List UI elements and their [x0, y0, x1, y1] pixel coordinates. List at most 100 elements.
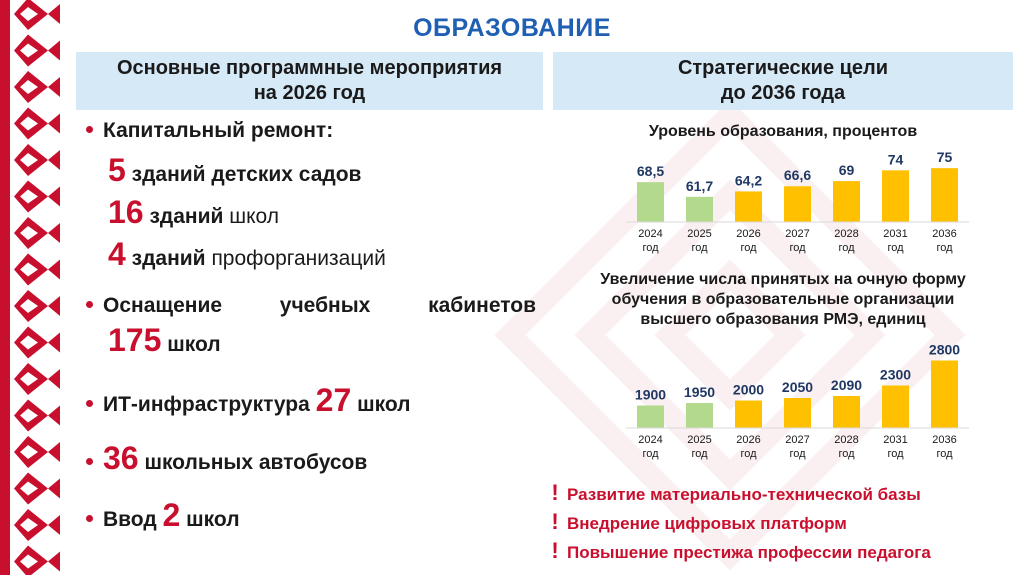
ornament-diamond [14, 180, 48, 213]
ornament-diamond [14, 0, 48, 30]
tick-suffix-2036: год [936, 242, 953, 254]
bar-2027 [784, 186, 811, 222]
bullet-it: ИТ-инфраструктура 27 школ [86, 382, 410, 419]
repair-colleges-text: профорганизаций [211, 247, 386, 270]
exclamation-icon: ! [551, 509, 559, 534]
bullet-dot [86, 125, 93, 133]
equipment-word2: учебных [279, 294, 371, 317]
ornament-diamond [14, 71, 48, 103]
data-label-2027: 66,6 [784, 167, 811, 183]
bar-2036 [931, 360, 958, 428]
tick-label-2036: 2036 [932, 434, 956, 446]
data-label-2028: 2090 [831, 377, 862, 393]
repair-colleges-number: 4 [108, 236, 126, 272]
ornament-hook [48, 4, 60, 24]
tick-label-2026: 2026 [736, 228, 760, 240]
goal-text: Повышение престижа профессии педагога [567, 543, 931, 562]
ornament-hook [48, 40, 60, 61]
ornament-diamond [14, 509, 48, 541]
equipment-number: 175 [108, 322, 162, 358]
intro-label: Ввод [103, 508, 157, 531]
data-label-2024: 68,5 [637, 163, 664, 179]
chart2-title-line2: обучения в образовательные организации [611, 291, 955, 308]
chart-education-level: 68,5 2024 год 61,7 2025 год 64,2 2026 год 66,6 202… [626, 149, 969, 254]
it-label: ИТ-инфраструктура [103, 393, 310, 416]
equipment-count: 175 школ [108, 322, 221, 359]
chart1-title: Уровень образования, процентов [648, 123, 918, 140]
repair-kindergartens: 5 зданий детских садов [108, 152, 361, 189]
ornament-border [0, 0, 66, 575]
ornament-diamond [14, 217, 48, 249]
bullet-dot [86, 399, 93, 407]
tick-label-2024: 2024 [638, 434, 662, 446]
tick-label-2031: 2031 [883, 228, 907, 240]
tick-label-2025: 2025 [687, 228, 711, 240]
intro-unit: школ [186, 508, 240, 531]
bullet-dot [86, 514, 93, 522]
data-label-2036: 2800 [929, 342, 960, 358]
data-label-2025: 1950 [684, 384, 715, 400]
bar-2028 [833, 396, 860, 428]
background-ornament [494, 99, 966, 571]
goal-text: Внедрение цифровых платформ [567, 514, 847, 533]
ornament-hook [48, 442, 60, 462]
left-header-line2: на 2026 год [253, 82, 366, 104]
tick-suffix-2031: год [887, 242, 904, 254]
ornament-diamond [14, 290, 48, 322]
page-title: ОБРАЗОВАНИЕ [413, 14, 611, 42]
ornament-hook [48, 223, 60, 243]
bar-2025 [686, 403, 713, 428]
ornament-hook [48, 515, 60, 535]
bullet-intro: Ввод 2 школ [86, 497, 240, 534]
tick-suffix-2036: год [936, 448, 953, 460]
intro-number: 2 [162, 497, 181, 533]
exclamation-icon: ! [551, 480, 559, 505]
data-label-2031: 2300 [880, 367, 911, 383]
tick-label-2027: 2027 [785, 434, 809, 446]
tick-suffix-2026: год [740, 448, 757, 460]
bar-2026 [735, 191, 762, 222]
ornament-diamond [14, 545, 48, 575]
bar-2024 [637, 182, 664, 222]
bullet-capital-repair: Капитальный ремонт: [86, 119, 333, 143]
tick-suffix-2031: год [887, 448, 904, 460]
tick-suffix-2028: год [838, 448, 855, 460]
ornament-diamond [14, 436, 48, 468]
goal-item: ! Внедрение цифровых платформ [547, 509, 847, 535]
ornament-diamond [14, 144, 48, 176]
bar-2031 [882, 170, 909, 222]
bar-2025 [686, 196, 713, 222]
ornament-diamond [14, 253, 48, 286]
it-number: 27 [315, 382, 352, 418]
tick-suffix-2026: год [740, 242, 757, 254]
repair-kindergartens-number: 5 [108, 152, 126, 188]
ornament-diamond [14, 326, 48, 359]
tick-label-2028: 2028 [834, 228, 858, 240]
repair-schools-text: школ [229, 205, 279, 228]
left-section-header: Основные программные мероприятия на 2026… [76, 52, 543, 110]
goal-item: ! Развитие материально-технической базы [547, 480, 920, 506]
equipment-unit: школ [167, 333, 221, 356]
ornament-hook [48, 405, 60, 426]
tick-suffix-2025: год [691, 242, 708, 254]
bar-2036 [931, 168, 958, 222]
ornament-hook [48, 478, 60, 499]
right-header-line1: Стратегические цели [677, 57, 889, 79]
goal-item: ! Повышение престижа профессии педагога [547, 538, 931, 564]
chart2-title: Увеличение числа принятых на очную форму… [553, 270, 1013, 330]
ornament-hook [48, 551, 60, 572]
tick-label-2025: 2025 [687, 434, 711, 446]
bullet-equipment: Оснащение учебных кабинетов [86, 294, 536, 318]
chart2-title-line3: высшего образования РМЭ, единиц [640, 311, 926, 328]
ornament-hook [48, 296, 60, 316]
ornament-diamond [14, 399, 48, 432]
repair-colleges: 4 зданий профорганизаций [108, 236, 386, 273]
tick-suffix-2024: год [642, 448, 659, 460]
tick-label-2036: 2036 [932, 228, 956, 240]
tick-suffix-2027: год [789, 448, 806, 460]
ornament-hook [48, 186, 60, 207]
tick-suffix-2025: год [691, 448, 708, 460]
data-label-2025: 61,7 [686, 178, 713, 194]
bullet-buses: 36 школьных автобусов [86, 440, 367, 477]
right-header-line2: до 2036 года [720, 82, 846, 104]
